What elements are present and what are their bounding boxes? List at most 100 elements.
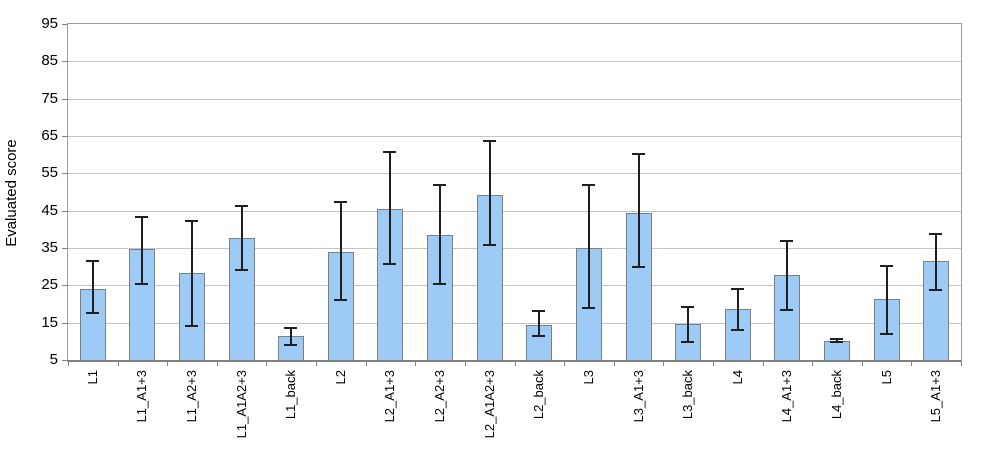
- error-bar-cap-bottom: [829, 341, 843, 344]
- error-bar-line: [736, 289, 739, 331]
- x-tick-mark: [861, 361, 863, 366]
- error-bar-cap-bottom: [333, 299, 347, 302]
- error-bar-line: [637, 153, 640, 268]
- y-axis-title: Evaluated score: [3, 139, 20, 247]
- error-bar-cap-top: [780, 240, 794, 243]
- gridline: [68, 285, 961, 287]
- gridline: [68, 322, 961, 324]
- x-tick-mark: [564, 361, 566, 366]
- y-tick-mark: [62, 360, 68, 361]
- x-category-label: L4_A1+3: [779, 370, 795, 423]
- y-tick-label: 75: [41, 89, 58, 107]
- x-tick-mark: [911, 361, 913, 366]
- error-bar-cap-top: [681, 305, 695, 308]
- x-tick-mark: [68, 361, 69, 366]
- x-category-label: L5: [878, 370, 894, 385]
- x-category-label: L2: [332, 370, 348, 385]
- gridline: [68, 61, 961, 63]
- error-bar-line: [835, 339, 838, 343]
- x-category-label: L1: [84, 370, 100, 385]
- x-tick-mark: [663, 361, 665, 366]
- error-bar-cap-top: [829, 338, 843, 341]
- y-tick-mark: [62, 285, 68, 287]
- error-bar-line: [538, 311, 541, 337]
- x-category-label: L4_back: [828, 370, 844, 420]
- error-bar-cap-top: [532, 310, 546, 313]
- x-tick-mark: [812, 361, 814, 366]
- x-category-label: L2_back: [531, 370, 547, 420]
- x-tick-mark: [365, 361, 367, 366]
- x-tick-mark: [216, 361, 218, 366]
- x-category-label: L3: [580, 370, 596, 385]
- gridline: [68, 173, 961, 175]
- x-tick-mark: [712, 361, 714, 366]
- gridline: [68, 98, 961, 100]
- error-bar-line: [687, 306, 690, 343]
- error-bar-line: [935, 233, 938, 290]
- y-tick-label: 45: [41, 201, 58, 219]
- x-category-label: L2_A1+3: [382, 370, 398, 423]
- error-bar-line: [786, 241, 789, 310]
- error-bar-cap-top: [631, 152, 645, 155]
- x-category-label: L2_A1A2+3: [481, 370, 497, 439]
- error-bar-line: [339, 202, 342, 301]
- gridline: [68, 136, 961, 137]
- x-tick-mark: [415, 361, 417, 366]
- y-tick-label: 55: [41, 164, 58, 182]
- x-tick-mark: [961, 361, 962, 366]
- gridline: [68, 248, 961, 249]
- error-bar-line: [439, 185, 442, 285]
- x-category-label: L1_A1A2+3: [233, 370, 249, 439]
- x-category-label: L4: [729, 370, 745, 385]
- x-tick-mark: [316, 361, 318, 366]
- x-tick-mark: [613, 361, 615, 366]
- error-bar-line: [91, 261, 94, 314]
- error-bar-cap-bottom: [532, 335, 546, 338]
- y-tick-mark: [62, 248, 68, 249]
- x-tick-mark: [266, 361, 268, 366]
- error-bar-cap-bottom: [681, 341, 695, 344]
- error-bar-cap-top: [284, 326, 298, 329]
- error-bar-cap-bottom: [929, 288, 943, 291]
- error-bar-cap-top: [482, 139, 496, 142]
- error-bar-cap-bottom: [730, 329, 744, 332]
- error-bar-line: [141, 217, 144, 285]
- error-bar-cap-top: [433, 184, 447, 187]
- error-bar-line: [389, 152, 392, 265]
- error-bar-line: [290, 327, 293, 346]
- error-bar-line: [191, 220, 194, 327]
- error-bar-cap-bottom: [482, 244, 496, 247]
- error-bar-cap-bottom: [383, 263, 397, 266]
- error-bar-line: [240, 206, 243, 271]
- x-category-label: L5_A1+3: [928, 370, 944, 423]
- y-tick-label: 35: [41, 239, 58, 256]
- error-bar-cap-bottom: [185, 325, 199, 328]
- x-tick-mark: [117, 361, 119, 366]
- error-bar-cap-top: [135, 216, 149, 218]
- plot-area: [67, 23, 962, 362]
- y-tick-mark: [62, 61, 68, 63]
- y-tick-label: 85: [41, 52, 58, 70]
- error-bar-cap-top: [85, 260, 99, 263]
- x-tick-mark: [514, 361, 516, 366]
- y-tick-label: 95: [41, 15, 58, 32]
- error-bar-cap-bottom: [879, 332, 893, 335]
- y-tick-label: 15: [41, 313, 58, 331]
- error-bar-cap-bottom: [581, 306, 595, 309]
- y-tick-mark: [62, 24, 68, 25]
- x-category-label: L1_A2+3: [184, 370, 200, 423]
- error-bar-cap-bottom: [631, 266, 645, 269]
- error-bar-line: [885, 265, 888, 334]
- x-tick-mark: [464, 361, 466, 366]
- error-bar-cap-top: [383, 151, 397, 154]
- error-bar-line: [488, 140, 491, 246]
- x-category-label: L3_back: [680, 370, 696, 420]
- error-bar-cap-bottom: [234, 269, 248, 272]
- error-bar-cap-top: [333, 201, 347, 204]
- y-tick-mark: [62, 136, 68, 137]
- error-bar-line: [587, 185, 590, 308]
- error-bar-cap-top: [929, 232, 943, 235]
- x-category-label: L1_back: [283, 370, 299, 420]
- error-bar-cap-top: [879, 264, 893, 267]
